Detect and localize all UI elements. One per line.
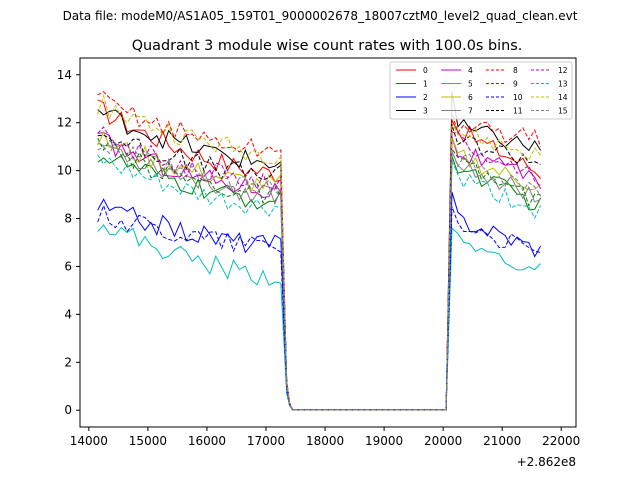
series-line-15 — [97, 140, 542, 411]
x-tick-label: 15000 — [129, 434, 167, 448]
chart-title: Quadrant 3 module wise count rates with … — [132, 38, 523, 54]
legend-label-6: 6 — [468, 93, 473, 102]
y-tick-label: 8 — [64, 212, 72, 226]
x-tick-label: 17000 — [247, 434, 285, 448]
legend-label-10: 10 — [513, 93, 523, 102]
legend-box — [389, 61, 573, 120]
x-tick-label: 21000 — [483, 434, 521, 448]
series-layer — [97, 91, 542, 411]
series-line-10 — [97, 203, 541, 411]
legend-label-3: 3 — [423, 107, 428, 116]
y-tick-label: 2 — [64, 355, 72, 369]
y-axis: 0 2 4 6 8 10 12 14 — [57, 68, 80, 417]
x-tick-label: 22000 — [542, 434, 580, 448]
legend-label-4: 4 — [468, 66, 473, 75]
y-tick-label: 6 — [64, 259, 72, 273]
legend-label-5: 5 — [468, 80, 473, 89]
legend-label-7: 7 — [468, 107, 473, 116]
series-line-6 — [97, 130, 541, 411]
y-tick-label: 4 — [64, 307, 72, 321]
series-line-9 — [97, 137, 541, 411]
series-line-13 — [97, 154, 542, 411]
x-offset-label: +2.862e8 — [517, 455, 576, 469]
x-tick-label: 19000 — [365, 434, 403, 448]
legend-label-2: 2 — [423, 93, 428, 102]
legend-label-13: 13 — [558, 80, 568, 89]
x-tick-label: 14000 — [70, 434, 108, 448]
x-axis: 14000 15000 16000 17000 18000 19000 20000 21000… — [70, 427, 580, 448]
series-line-12 — [97, 126, 541, 411]
legend-label-8: 8 — [513, 66, 518, 75]
y-tick-label: 10 — [57, 164, 72, 178]
legend-label-1: 1 — [423, 80, 428, 89]
series-line-2 — [97, 192, 542, 411]
series-line-3 — [97, 91, 542, 411]
legend-label-0: 0 — [423, 66, 428, 75]
series-line-14 — [97, 94, 541, 411]
series-line-0 — [97, 99, 541, 411]
series-line-7 — [97, 142, 541, 411]
series-line-5 — [97, 224, 541, 411]
x-tick-label: 16000 — [188, 434, 226, 448]
legend-label-11: 11 — [513, 107, 523, 116]
series-line-1 — [97, 154, 542, 411]
y-tick-label: 12 — [57, 116, 72, 130]
legend-label-15: 15 — [558, 107, 568, 116]
axes-frame — [79, 57, 577, 428]
series-line-8 — [97, 91, 542, 411]
series-line-11 — [97, 124, 541, 411]
y-tick-label: 0 — [64, 403, 72, 417]
legend-label-9: 9 — [513, 80, 518, 89]
legend-label-14: 14 — [558, 93, 568, 102]
x-tick-label: 18000 — [306, 434, 344, 448]
y-tick-label: 14 — [57, 68, 72, 82]
chart-suptitle: Data file: modeM0/AS1A05_159T01_90000026… — [63, 9, 578, 23]
x-tick-label: 20000 — [424, 434, 462, 448]
legend-label-12: 12 — [558, 66, 568, 75]
